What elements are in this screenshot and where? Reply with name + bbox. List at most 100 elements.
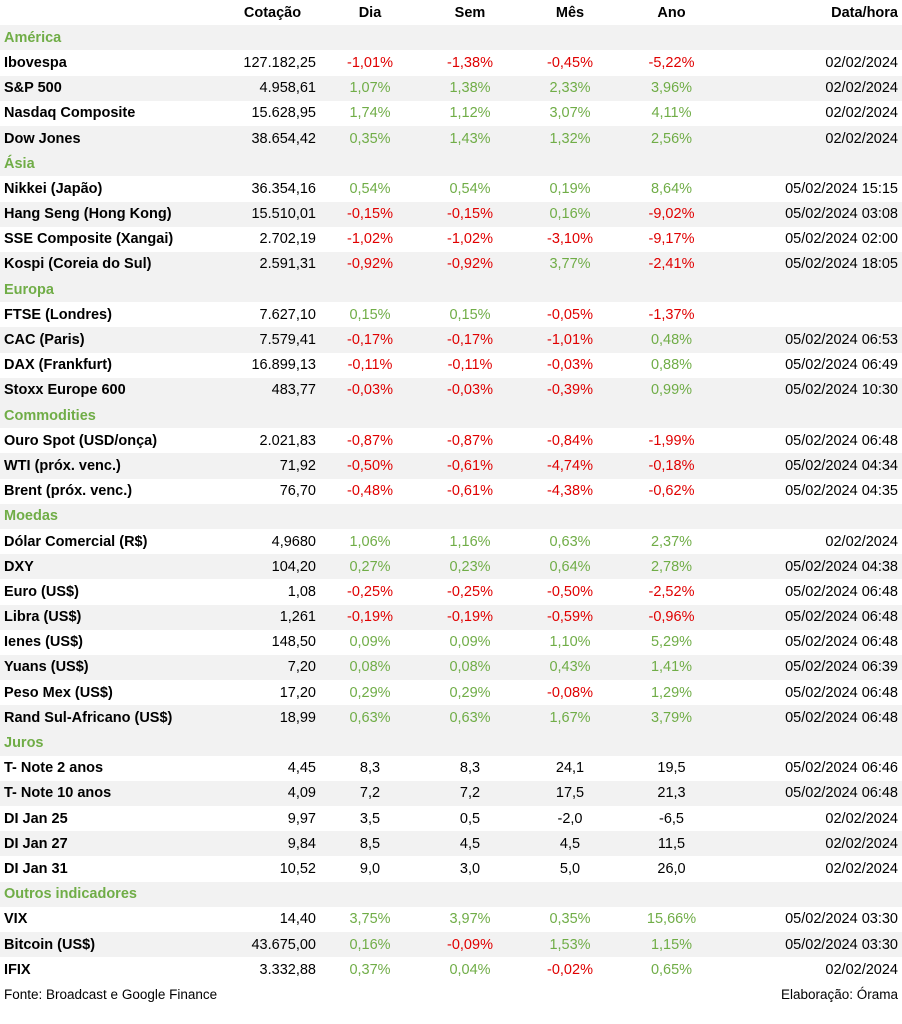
cell-cotacao: 7.579,41: [225, 327, 320, 353]
cell-cotacao: 36.354,16: [251, 180, 316, 197]
cell-ano: 0,99%: [620, 377, 723, 403]
cell-mes: -3,10%: [547, 231, 593, 248]
cell-ano: -9,17%: [648, 231, 695, 248]
cell-datahora: 05/02/2024 15:15: [785, 180, 898, 197]
cell-mes: -0,05%: [547, 306, 593, 323]
cell-cotacao: 4,09: [225, 780, 320, 806]
cell-ano: -0,62%: [648, 483, 695, 500]
cell-sem: 0,04%: [449, 961, 491, 978]
cell-datahora: 02/02/2024: [825, 105, 898, 122]
cell-name: Stoxx Europe 600: [0, 377, 225, 403]
cell-mes: -4,74%: [520, 453, 620, 479]
cell-sem: 0,08%: [420, 654, 520, 681]
cell-datahora: 02/02/2024: [825, 533, 898, 550]
cell-mes: -4,38%: [547, 483, 593, 500]
cell-datahora: 05/02/2024 02:00: [785, 231, 898, 248]
cell-cotacao: 15.510,01: [225, 201, 320, 227]
cell-datahora: 05/02/2024 06:46: [785, 760, 898, 777]
section-title: América: [0, 25, 902, 51]
table-row: Nasdaq Composite 15.628,95 1,74% 1,12% 3,07%…: [0, 101, 902, 126]
section-header: Outros indicadores: [0, 881, 902, 907]
cell-cotacao: 15.628,95: [251, 105, 316, 122]
cell-datahora: 05/02/2024 06:48: [723, 780, 902, 806]
table-row: Stoxx Europe 600 483,77 -0,03% -0,03% -0,39%…: [0, 377, 902, 403]
cell-mes: -2,0: [557, 810, 583, 827]
cell-cotacao: 9,97: [287, 810, 316, 827]
cell-name: Kospi (Coreia do Sul): [0, 251, 225, 278]
cell-mes: 0,19%: [549, 180, 591, 197]
section-header: Juros: [0, 730, 902, 756]
cell-dia: 1,06%: [349, 533, 391, 550]
table-row: VIX 14,40 3,75% 3,97% 0,35% 15,66% 05/02/2024 …: [0, 907, 902, 932]
table-row: Libra (US$) 1,261 -0,19% -0,19% -0,59% -0,96%…: [0, 604, 902, 630]
cell-name: CAC (Paris): [0, 327, 225, 353]
cell-sem: -0,11%: [447, 357, 493, 374]
cell-sem: -0,87%: [447, 432, 493, 449]
footer-credit: Elaboração: Órama: [780, 986, 898, 1002]
section-title: Commodities: [0, 403, 902, 429]
cell-mes: -0,39%: [520, 377, 620, 403]
cell-sem: 0,15%: [449, 306, 491, 323]
table-row: IFIX 3.332,88 0,37% 0,04% -0,02% 0,65% 02/02/2…: [0, 957, 902, 982]
cell-mes: -0,03%: [547, 357, 593, 374]
cell-dia: 0,16%: [320, 931, 420, 958]
cell-sem: 4,5: [420, 831, 520, 857]
cell-ano: 2,78%: [620, 554, 723, 580]
cell-dia: 0,37%: [349, 961, 391, 978]
cell-cotacao: 7.627,10: [259, 306, 316, 323]
cell-name: Ouro Spot (USD/onça): [4, 432, 158, 449]
cell-datahora: 02/02/2024: [825, 54, 898, 71]
cell-name: FTSE (Londres): [4, 306, 112, 323]
cell-dia: -0,11%: [347, 357, 393, 374]
cell-dia: 1,74%: [349, 105, 391, 122]
cell-ano: 5,29%: [650, 634, 693, 651]
cell-dia: 0,63%: [320, 705, 420, 731]
cell-mes: 24,1: [555, 760, 585, 777]
cell-name: Nasdaq Composite: [4, 105, 136, 122]
cell-sem: 8,3: [459, 760, 481, 777]
cell-ano: 2,37%: [650, 533, 693, 550]
cell-datahora: 05/02/2024 03:08: [723, 201, 902, 227]
section-title: Moedas: [0, 503, 902, 529]
section-title: Juros: [0, 730, 902, 756]
cell-dia: -0,25%: [347, 583, 393, 600]
cell-sem: 0,23%: [420, 554, 520, 580]
cell-cotacao: 76,70: [279, 483, 316, 500]
cell-name: Euro (US$): [4, 583, 79, 600]
cell-sem: -0,03%: [420, 377, 520, 403]
cell-dia: 0,54%: [349, 180, 391, 197]
cell-mes: -0,50%: [547, 583, 593, 600]
cell-sem: -0,15%: [420, 201, 520, 227]
cell-name: Libra (US$): [0, 604, 225, 630]
cell-dia: 0,29%: [349, 684, 391, 701]
cell-datahora: 05/02/2024 06:53: [723, 327, 902, 353]
cell-dia: -0,03%: [320, 377, 420, 403]
cell-mes: 1,67%: [520, 705, 620, 731]
table-row: WTI (próx. venc.) 71,92 -0,50% -0,61% -4,74%…: [0, 453, 902, 479]
cell-name: S&P 500: [0, 75, 225, 101]
cell-datahora: 05/02/2024 06:48: [785, 634, 898, 651]
table-row: Euro (US$) 1,08 -0,25% -0,25% -0,50% -2,52% 05…: [0, 579, 902, 604]
cell-sem: 3,0: [459, 860, 481, 877]
cell-cotacao: 104,20: [225, 554, 320, 580]
table-row: Ienes (US$) 148,50 0,09% 0,09% 1,10% 5,29% 05/…: [0, 630, 902, 655]
cell-ano: 11,5: [620, 831, 723, 857]
cell-datahora: 02/02/2024: [825, 860, 898, 877]
cell-dia: -0,87%: [347, 432, 393, 449]
section-header: Europa: [0, 277, 902, 303]
cell-dia: -1,02%: [347, 231, 393, 248]
cell-name: Brent (próx. venc.): [4, 483, 133, 500]
cell-cotacao: 18,99: [225, 705, 320, 731]
cell-dia: 3,75%: [349, 911, 391, 928]
cell-ano: -9,02%: [620, 201, 723, 227]
cell-mes: 2,33%: [520, 75, 620, 101]
section-header: Moedas: [0, 503, 902, 529]
cell-name: VIX: [4, 911, 28, 928]
section-header: América: [0, 25, 902, 51]
cell-dia: -0,50%: [320, 453, 420, 479]
cell-ano: -2,41%: [620, 251, 723, 278]
market-table: Cotação Dia Sem Mês Ano Data/hora Améric…: [0, 4, 902, 982]
cell-dia: 0,27%: [320, 554, 420, 580]
cell-name: Nikkei (Japão): [4, 180, 103, 197]
cell-dia: -0,19%: [320, 604, 420, 630]
